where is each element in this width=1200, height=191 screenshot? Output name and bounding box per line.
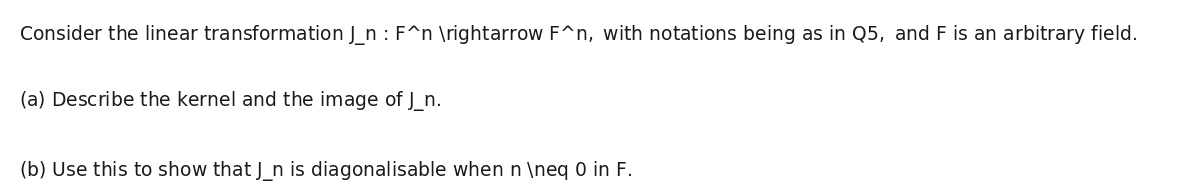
Text: $\mathrm{Consider\ the\ linear\ transformation\ }$J_n : F^n \rightarrow F^n$\mat: $\mathrm{Consider\ the\ linear\ transfor… — [19, 23, 1138, 47]
Text: $\mathrm{(a)\ Describe\ the\ kernel\ and\ the\ image\ of\ }$J_n$\mathrm{.}$: $\mathrm{(a)\ Describe\ the\ kernel\ and… — [19, 89, 442, 113]
Text: $\mathrm{(b)\ Use\ this\ to\ show\ that\ }$J_n$\mathrm{\ is\ diagonalisable\ whe: $\mathrm{(b)\ Use\ this\ to\ show\ that\… — [19, 159, 632, 183]
